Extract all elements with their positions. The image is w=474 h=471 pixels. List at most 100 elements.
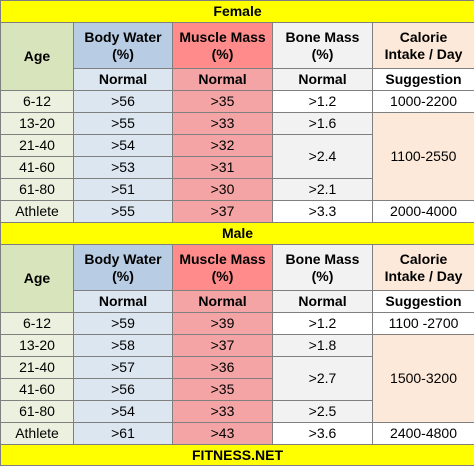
muscle-mass: >43 [172,422,273,445]
header-line: Body Water [84,28,162,45]
age: 13-20 [0,112,74,135]
data-row: 41-60 >56 >35 [0,378,474,401]
header-line: Body Water [84,250,162,267]
header-line: Intake / Day [384,267,463,284]
age: 61-80 [0,400,74,423]
header-line: (%) [211,45,234,62]
calorie: 1500-3200 [371,334,474,423]
footer-row: FITNESS.NET [0,444,474,466]
age-header: Age [0,22,74,91]
header-line: (%) [211,267,234,284]
body-water-header: Body Water (%) [73,244,173,291]
muscle-mass: >39 [172,312,273,335]
calorie-header: Calorie Intake / Day [371,244,474,291]
subheader: Normal [272,68,373,91]
calorie: 1100-2550 [371,112,474,201]
subheader: Suggestion [371,290,474,313]
muscle-mass: >33 [172,400,273,423]
muscle-mass: >33 [172,112,273,135]
body-water: >54 [73,400,173,423]
header-line: Bone Mass [285,28,360,45]
body-water: >55 [73,200,173,223]
data-row: 13-20 >55 >33 >1.6 1100-2550 [0,112,474,201]
section-title: Female [0,0,474,23]
muscle-mass-header: Muscle Mass (%) [172,22,273,69]
footer: FITNESS.NET [0,444,474,466]
age: Athlete [0,422,74,445]
body-water: >58 [73,334,173,357]
age: 6-12 [0,90,74,113]
header-line: Muscle Mass [179,28,266,45]
bone-mass: >2.1 [272,178,373,201]
section-banner: Male [0,222,474,245]
muscle-mass: >30 [172,178,273,201]
body-water: >61 [73,422,173,445]
subheader: Normal [172,68,273,91]
header-line: Muscle Mass [179,250,266,267]
body-water: >59 [73,312,173,335]
bone-mass-header: Bone Mass (%) [272,244,373,291]
subheader: Normal [73,290,173,313]
bone-mass: >1.8 [272,334,373,357]
subheader: Normal [272,290,373,313]
body-water: >56 [73,378,173,401]
data-row: 21-40 >54 >32 >2.4 [0,134,474,179]
age-header: Age [0,244,74,313]
bone-mass-header: Bone Mass (%) [272,22,373,69]
muscle-mass: >35 [172,378,273,401]
calorie: 1100 -2700 [371,312,474,335]
body-water: >56 [73,90,173,113]
age: 21-40 [0,134,74,157]
muscle-mass: >37 [172,334,273,357]
body-water: >57 [73,356,173,379]
data-row: Athlete >61 >43 >3.6 2400-4800 [0,422,474,445]
header-line: (%) [112,45,134,62]
bone-mass: >1.2 [272,90,373,113]
header-line: (%) [311,45,334,62]
age: 13-20 [0,334,74,357]
data-row: 61-80 >51 >30 >2.1 [0,178,474,201]
header-line: Calorie [399,28,448,45]
header-row: Age Body Water (%) Muscle Mass (%) Bone Mass(… [0,244,474,313]
subheader: Normal [73,68,173,91]
muscle-mass: >32 [172,134,273,157]
muscle-mass: >31 [172,156,273,179]
age: 61-80 [0,178,74,201]
calorie: 2000-4000 [371,200,474,223]
bone-mass: >2.5 [272,400,373,423]
age: Athlete [0,200,74,223]
muscle-mass: >37 [172,200,273,223]
data-row: 6-12 >59 >39 >1.2 1100 -2700 [0,312,474,335]
body-water-header: Body Water (%) [73,22,173,69]
data-row: 6-12 >56 >35 >1.2 1000-2200 [0,90,474,113]
age: 41-60 [0,156,74,179]
age: 41-60 [0,378,74,401]
body-water: >54 [73,134,173,157]
data-row: 21-40 >57 >36 >2.7 [0,356,474,401]
age: 21-40 [0,356,74,379]
section-banner: Female [0,0,474,23]
subheader: Normal [172,290,273,313]
calorie-header: Calorie Intake / Day [371,22,474,69]
header-line: Intake / Day [384,45,463,62]
body-water: >51 [73,178,173,201]
body-water: >53 [73,156,173,179]
bone-mass: >2.4 [272,134,373,179]
bone-mass: >1.2 [272,312,373,335]
muscle-mass: >36 [172,356,273,379]
calorie: 2400-4800 [371,422,474,445]
data-row: 13-20 >58 >37 >1.8 1500-3200 [0,334,474,423]
header-line: Bone Mass [285,250,360,267]
header-line: Calorie [399,250,448,267]
bone-mass: >2.7 [272,356,373,401]
bone-mass: >3.3 [272,200,373,223]
subheader-row: Normal Normal Normal Suggestion [1,68,474,91]
header-row: Age Body Water (%) Muscle Mass (%) Bone Mass(… [0,22,474,91]
header-line: (%) [112,267,134,284]
bone-mass: >1.6 [272,112,373,135]
section-title: Male [0,222,474,245]
data-row: 61-80 >54 >33 >2.5 [0,400,474,423]
muscle-mass: >35 [172,90,273,113]
